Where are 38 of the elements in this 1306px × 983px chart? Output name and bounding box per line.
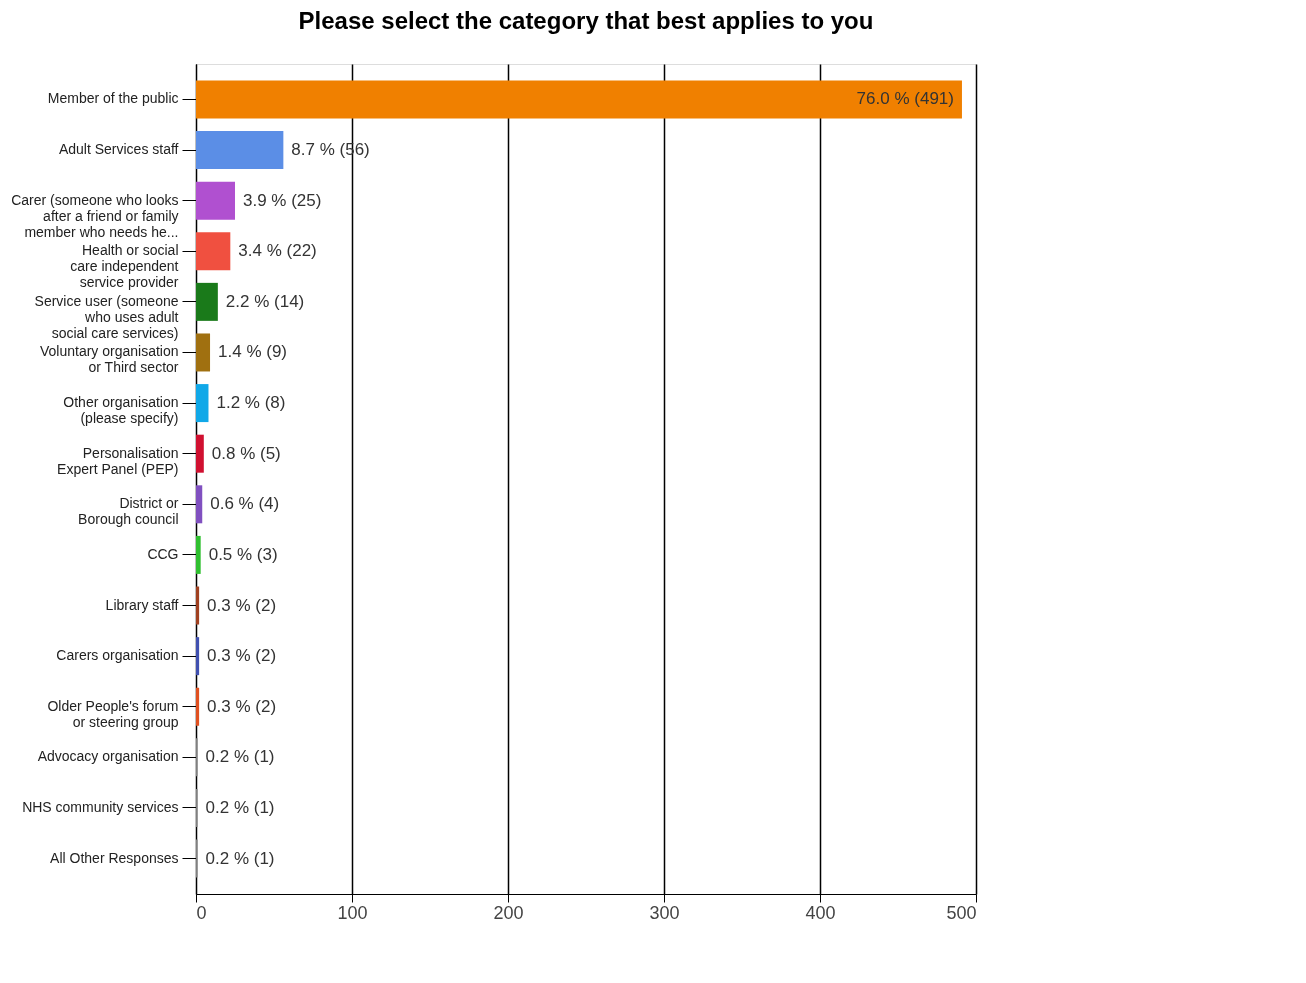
y-tick-label: Older People's forum or steering group — [47, 697, 179, 730]
data-label: 0.2 % (1) — [205, 848, 275, 868]
y-tick-label: All Other Responses — [50, 849, 179, 866]
x-tick-label: 500 — [946, 902, 977, 923]
chart-title: Please select the category that best applies to you — [298, 7, 874, 34]
data-label: 0.5 % (3) — [208, 544, 278, 564]
y-tick-label: Carers organisation — [56, 647, 179, 664]
data-label: 0.8 % (5) — [211, 443, 281, 463]
y-tick-label: Other organisation (please specify) — [63, 394, 179, 427]
x-tick-label: 400 — [805, 902, 836, 923]
x-tick-label: 100 — [337, 902, 368, 923]
y-tick-label: NHS community services — [22, 798, 179, 815]
y-tick-label: Carer (someone who looks after a friend or family member who needs he... — [11, 191, 179, 240]
data-label: 1.2 % (8) — [216, 393, 286, 413]
data-label: 3.4 % (22) — [238, 241, 317, 261]
data-label: 0.6 % (4) — [210, 494, 280, 514]
y-tick-label: Library staff — [105, 596, 179, 613]
data-label: 0.3 % (2) — [207, 646, 277, 666]
data-label: 76.0 % (491) — [856, 89, 954, 109]
data-label: 0.3 % (2) — [207, 696, 277, 716]
x-tick-label: 300 — [649, 902, 680, 923]
y-tick-label: Personalisation Expert Panel (PEP) — [57, 444, 179, 477]
y-tick-label: Member of the public — [47, 90, 179, 107]
data-label: 1.4 % (9) — [218, 342, 288, 362]
y-tick-label: CCG — [147, 545, 179, 562]
y-tick-label: Service user (someone who uses adult social care services) — [34, 292, 179, 341]
y-tick-label: Voluntary organisation or Third sector — [39, 343, 179, 376]
data-label: 0.2 % (1) — [205, 797, 275, 817]
y-tick-label: District or Borough council — [78, 495, 179, 528]
y-tick-label: Advocacy organisation — [37, 748, 179, 765]
data-label: 0.2 % (1) — [205, 747, 275, 767]
y-tick-label: Health or social care independent service provider — [70, 242, 179, 291]
x-tick-label: 0 — [196, 902, 207, 923]
data-label: 0.3 % (2) — [207, 595, 277, 615]
data-label: 2.2 % (14) — [225, 291, 305, 311]
x-tick-label: 200 — [493, 902, 524, 923]
y-tick-label: Adult Services staff — [58, 141, 179, 158]
data-label: 3.9 % (25) — [243, 190, 322, 210]
